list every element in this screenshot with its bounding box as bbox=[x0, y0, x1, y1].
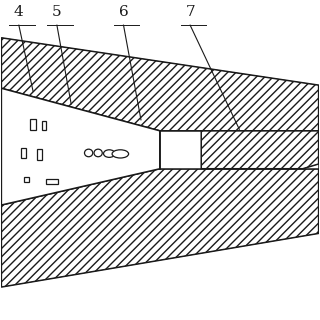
Bar bbox=[37, 149, 42, 160]
Bar bbox=[30, 119, 36, 130]
Bar bbox=[21, 148, 26, 158]
Bar bbox=[42, 121, 46, 130]
Text: 6: 6 bbox=[119, 5, 128, 19]
Ellipse shape bbox=[104, 150, 115, 157]
Polygon shape bbox=[1, 169, 319, 287]
Polygon shape bbox=[1, 38, 319, 131]
Ellipse shape bbox=[94, 149, 102, 157]
Text: 4: 4 bbox=[14, 5, 24, 19]
Polygon shape bbox=[160, 131, 319, 169]
Ellipse shape bbox=[84, 149, 93, 157]
Ellipse shape bbox=[112, 150, 129, 158]
Polygon shape bbox=[201, 131, 319, 169]
Text: 5: 5 bbox=[52, 5, 62, 19]
Polygon shape bbox=[1, 88, 160, 205]
Text: 7: 7 bbox=[185, 5, 195, 19]
Bar bbox=[24, 177, 29, 182]
Bar bbox=[46, 179, 58, 184]
